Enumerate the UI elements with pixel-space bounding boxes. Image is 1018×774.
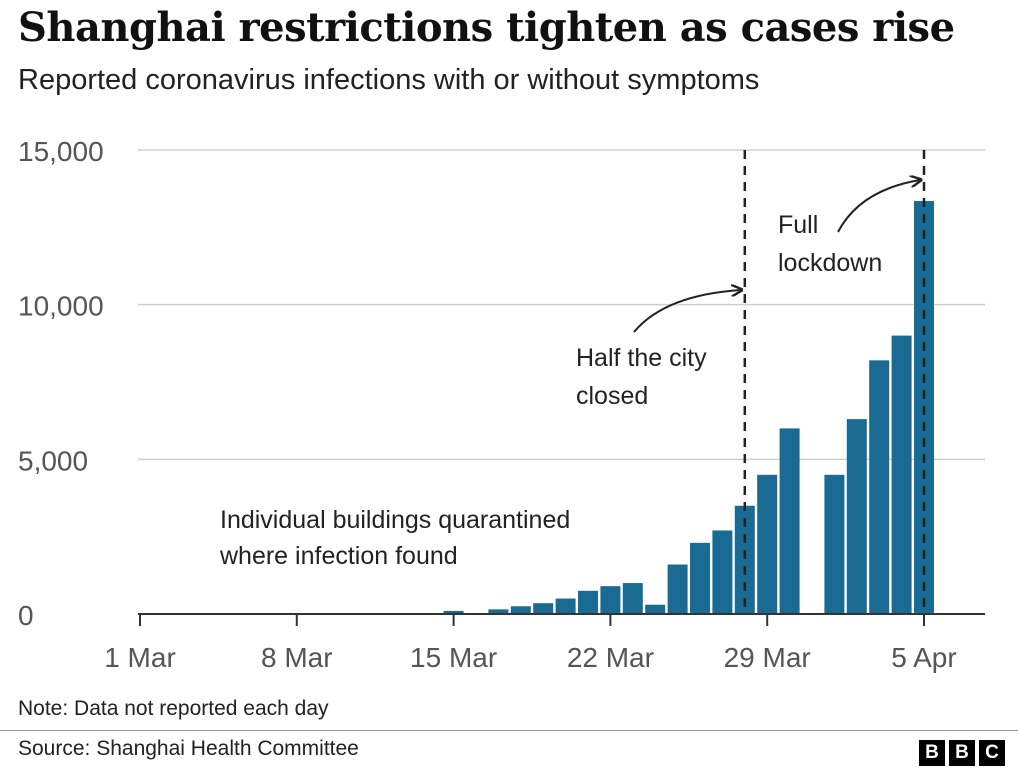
bar	[600, 586, 621, 614]
y-tick-label: 0	[18, 600, 34, 631]
logo-letter-c: C	[979, 740, 1005, 766]
x-tick-label: 29 Mar	[724, 642, 811, 673]
bar	[869, 360, 890, 614]
bar	[510, 606, 531, 614]
x-tick-label: 5 Apr	[891, 642, 956, 673]
bar	[690, 542, 710, 614]
event-label-line: Full	[778, 211, 818, 239]
bbc-logo: B B C	[919, 740, 1005, 766]
bar	[734, 505, 755, 614]
x-tick-label: 22 Mar	[567, 642, 654, 673]
footnote: Note: Data not reported each day	[18, 697, 329, 720]
y-tick-label: 5,000	[18, 445, 88, 476]
bar	[578, 590, 598, 614]
bar	[533, 603, 554, 614]
event-arrow	[633, 290, 741, 333]
event-label-line: Half the city	[576, 344, 707, 372]
bar	[645, 604, 666, 614]
event-arrow	[837, 180, 920, 233]
bar	[555, 598, 576, 614]
y-tick-label: 15,000	[18, 136, 104, 167]
bar	[824, 474, 845, 614]
chart-title: Shanghai restrictions tighten as cases r…	[18, 4, 955, 51]
bar	[757, 474, 778, 614]
annotation-line: where infection found	[219, 542, 458, 570]
bar	[488, 609, 509, 614]
event-label-line: lockdown	[778, 249, 882, 277]
bar	[712, 530, 733, 614]
logo-letter-b2: B	[949, 740, 975, 766]
annotation-line: Individual buildings quarantined	[220, 506, 570, 534]
footer-divider	[0, 730, 1018, 731]
logo-letter-b1: B	[919, 740, 945, 766]
bar	[779, 428, 800, 614]
x-tick-label: 15 Mar	[410, 642, 497, 673]
event-label-line: closed	[576, 382, 648, 410]
x-tick-label: 8 Mar	[261, 642, 333, 673]
bar	[891, 335, 912, 614]
y-tick-label: 10,000	[18, 291, 104, 322]
source-line: Source: Shanghai Health Committee	[18, 737, 359, 760]
bar	[846, 419, 867, 614]
chart-subtitle: Reported coronavirus infections with or …	[18, 64, 760, 96]
bar	[443, 610, 464, 614]
bar	[667, 564, 688, 614]
x-tick-label: 1 Mar	[104, 642, 176, 673]
bar	[622, 583, 643, 614]
